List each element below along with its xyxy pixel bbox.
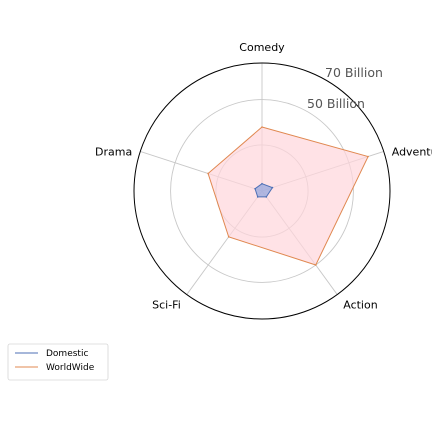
point-worldwide-comedy: [261, 126, 263, 128]
category-label-action: Action: [343, 299, 377, 312]
labels-layer: Comedy Adventure Action Sci-Fi Drama 50 Billi…: [95, 41, 432, 312]
legend-label-worldwide: WorldWide: [46, 363, 95, 373]
category-label-drama: Drama: [95, 145, 132, 158]
point-worldwide-adventure: [367, 155, 369, 158]
legend-label-domestic: Domestic: [46, 349, 88, 359]
point-worldwide-sci-fi: [227, 236, 230, 238]
point-domestic-adventure: [271, 186, 274, 189]
series-layer: [207, 126, 369, 266]
point-domestic-drama: [254, 187, 256, 190]
radial-tick-label-70: 70 Billion: [325, 65, 383, 80]
outer-frame: [133, 62, 391, 320]
point-domestic-comedy: [261, 182, 263, 185]
category-label-sci-fi: Sci-Fi: [152, 299, 181, 312]
point-domestic-sci-fi: [256, 196, 259, 198]
point-domestic-action: [265, 196, 268, 198]
category-label-comedy: Comedy: [239, 41, 285, 54]
point-worldwide-action: [314, 264, 317, 266]
series-domestic-area: [254, 183, 274, 198]
legend: Domestic WorldWide: [7, 343, 109, 381]
series-worldwide-area: [207, 126, 369, 266]
point-worldwide-drama: [207, 172, 209, 175]
radial-tick-label-50: 50 Billion: [307, 96, 365, 111]
category-label-adventure: Adventure: [392, 145, 432, 158]
